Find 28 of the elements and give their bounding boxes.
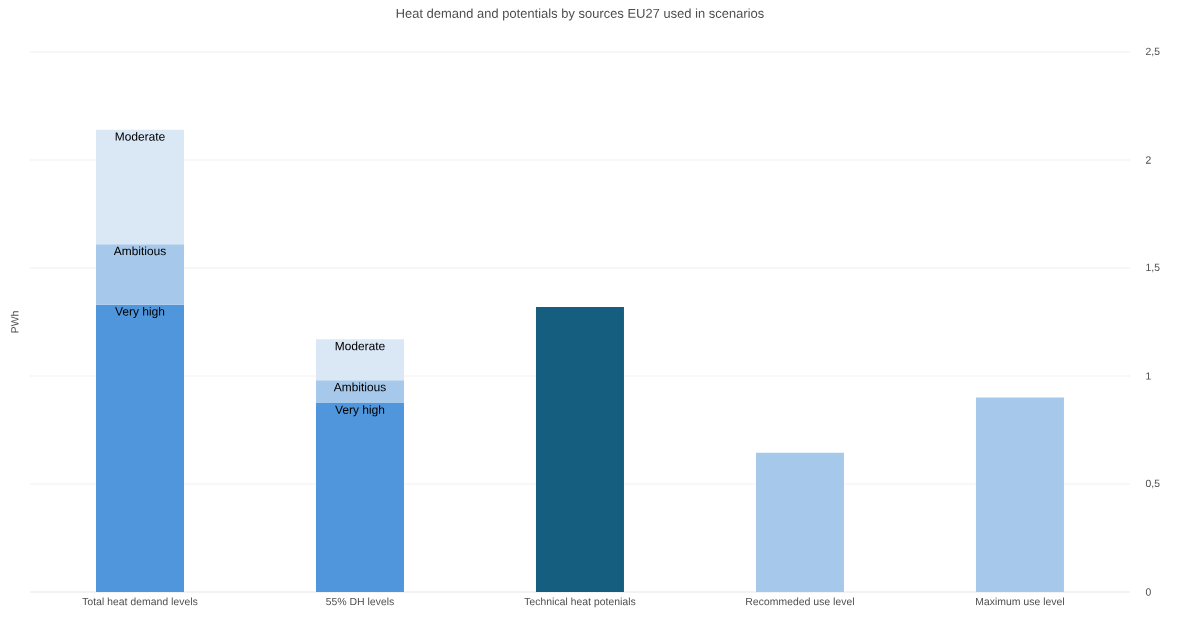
bar — [755, 452, 844, 592]
text: Ambitious — [333, 382, 386, 392]
x-tick-label: 55% DH levels — [326, 597, 394, 606]
y-tick-label: 0 — [1145, 588, 1151, 596]
text: Moderate — [335, 341, 385, 351]
chart-title: Heat demand and potentials by sources EU27 used in scenarios — [396, 8, 764, 21]
x-tick-label: Total heat demand levels — [82, 597, 198, 606]
bar — [535, 306, 624, 592]
bar — [315, 339, 404, 381]
bar — [315, 380, 404, 403]
y-tick-label: 2,5 — [1145, 47, 1160, 57]
series-label: Moderate — [115, 131, 165, 141]
series-label: Very high — [115, 306, 165, 319]
series-label: Ambitious — [113, 246, 166, 256]
bar — [96, 304, 184, 592]
x-tick-label: Recommeded use level — [746, 597, 854, 606]
y-tick-label: 1,5 — [1146, 263, 1160, 273]
y-axis-title: PWh — [10, 311, 19, 333]
y-tick-label: 2 — [1145, 156, 1151, 164]
x-tick-label: Technical heat potenials — [524, 597, 636, 608]
y-tick-label: 0,5 — [1145, 479, 1160, 489]
text: Very high — [335, 405, 385, 417]
bar — [96, 129, 184, 245]
bar — [96, 244, 184, 305]
x-tick-label: Maximum use level — [976, 597, 1064, 606]
bar — [975, 397, 1064, 592]
y-tick-label: 1 — [1146, 372, 1151, 380]
bar — [315, 403, 404, 592]
